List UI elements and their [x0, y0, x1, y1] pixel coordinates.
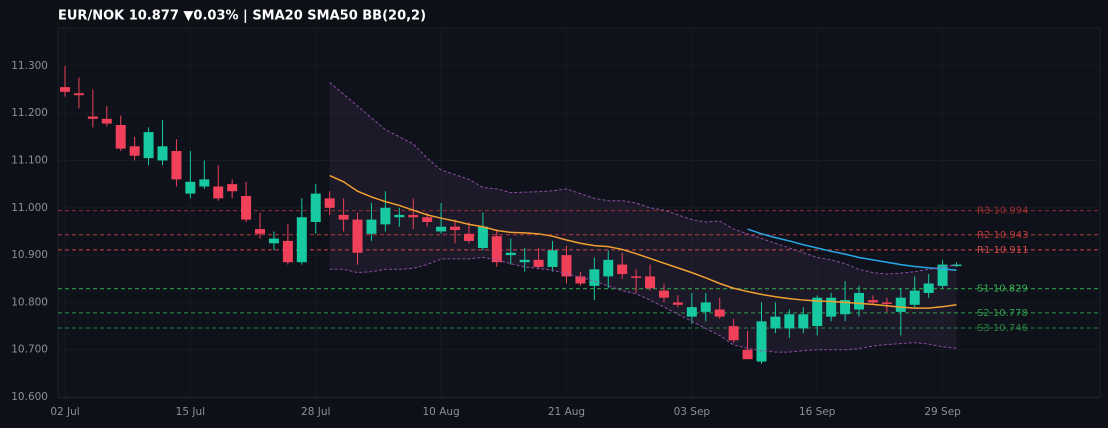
candle-body — [324, 198, 335, 208]
candle-body — [714, 309, 725, 317]
x-tick-label: 28 Jul — [301, 406, 330, 418]
candle-body — [87, 116, 98, 119]
candle-body — [282, 240, 293, 263]
candle-body — [408, 214, 419, 218]
candle-body — [60, 87, 70, 92]
x-tick-label: 10 Aug — [423, 406, 460, 418]
y-tick-label: 10.600 — [11, 391, 48, 403]
candle-body — [617, 264, 628, 275]
candle-body — [798, 314, 809, 329]
candle-body — [171, 151, 182, 180]
candle-body — [923, 283, 934, 293]
x-tick-label: 15 Jul — [176, 406, 205, 418]
candle-body — [477, 226, 488, 249]
candle-body — [700, 302, 711, 312]
pivot-label: S3 10.746 — [977, 323, 1028, 334]
candle-body — [658, 290, 669, 298]
overlay-line — [747, 228, 957, 271]
candle-body — [491, 236, 502, 263]
y-tick-label: 11.000 — [11, 202, 48, 214]
candle-body — [937, 264, 948, 286]
candle-body — [199, 179, 210, 187]
pivot-label: R2 10.943 — [977, 230, 1028, 241]
candle-body — [840, 300, 851, 315]
candle-body — [533, 259, 544, 267]
candle-body — [603, 259, 614, 277]
candle-body — [812, 297, 823, 327]
candle-body — [422, 217, 433, 222]
candle-body — [770, 316, 781, 329]
candle-body — [338, 214, 349, 220]
candle-body — [826, 297, 837, 317]
candle-body — [101, 118, 112, 124]
candle-body — [450, 226, 461, 231]
candle-body — [436, 226, 447, 232]
candle-body — [366, 219, 377, 234]
candle-body — [909, 290, 920, 305]
bollinger-band — [329, 82, 957, 353]
candle-body — [73, 93, 84, 96]
candle-body — [589, 269, 600, 286]
pivot-label: S1 10.829 — [977, 284, 1028, 295]
overlay-line — [329, 256, 957, 353]
candle-body — [672, 302, 683, 305]
plot-area — [57, 27, 1101, 399]
candle-body — [352, 219, 363, 253]
candle-body — [951, 264, 962, 267]
y-tick-label: 10.700 — [11, 344, 48, 356]
candle-body — [686, 307, 697, 317]
candle-body — [380, 207, 391, 225]
y-tick-label: 11.200 — [11, 107, 48, 119]
candle-body — [310, 193, 321, 222]
candle-body — [463, 233, 474, 241]
candle-body — [756, 321, 767, 362]
candle-body — [519, 259, 530, 263]
candle-body — [296, 217, 307, 263]
candle-body — [157, 146, 168, 161]
pivot-label: R3 10.994 — [977, 206, 1028, 217]
candle-body — [143, 132, 154, 159]
candle-body — [547, 250, 558, 267]
pivot-label: R1 10.911 — [977, 245, 1028, 256]
x-tick-label: 21 Aug — [548, 406, 585, 418]
x-tick-label: 29 Sep — [924, 406, 961, 418]
x-tick-label: 16 Sep — [799, 406, 836, 418]
candle-body — [867, 300, 878, 303]
x-tick-label: 02 Jul — [50, 406, 79, 418]
candle-body — [728, 326, 739, 341]
y-tick-label: 11.100 — [11, 154, 48, 166]
candle-body — [784, 314, 795, 329]
candle-body — [213, 186, 224, 199]
candle-body — [185, 181, 196, 194]
y-tick-label: 10.900 — [11, 249, 48, 261]
overlay-line — [329, 82, 957, 275]
candle-body — [241, 195, 252, 220]
candle-body — [895, 297, 906, 312]
candle-body — [394, 214, 405, 218]
chart-title: EUR/NOK 10.877 ▼0.03% | SMA20 SMA50 BB(2… — [58, 9, 426, 24]
candle-body — [129, 146, 140, 156]
candle-body — [575, 276, 586, 284]
candle-body — [645, 276, 656, 289]
candle-body — [115, 124, 126, 149]
candle-body — [268, 238, 279, 244]
candle-body — [881, 302, 892, 304]
candle-body — [561, 255, 572, 277]
overlay-line — [329, 174, 957, 309]
candle-body — [742, 349, 753, 360]
x-tick-label: 03 Sep — [674, 406, 711, 418]
candle-body — [227, 184, 238, 192]
candle-body — [854, 292, 865, 310]
candle-body — [255, 229, 266, 234]
pivot-label: S2 10.778 — [977, 308, 1028, 319]
candle-body — [631, 276, 642, 278]
y-tick-label: 11.300 — [11, 60, 48, 72]
y-tick-label: 10.800 — [11, 296, 48, 308]
candle-body — [505, 252, 516, 256]
